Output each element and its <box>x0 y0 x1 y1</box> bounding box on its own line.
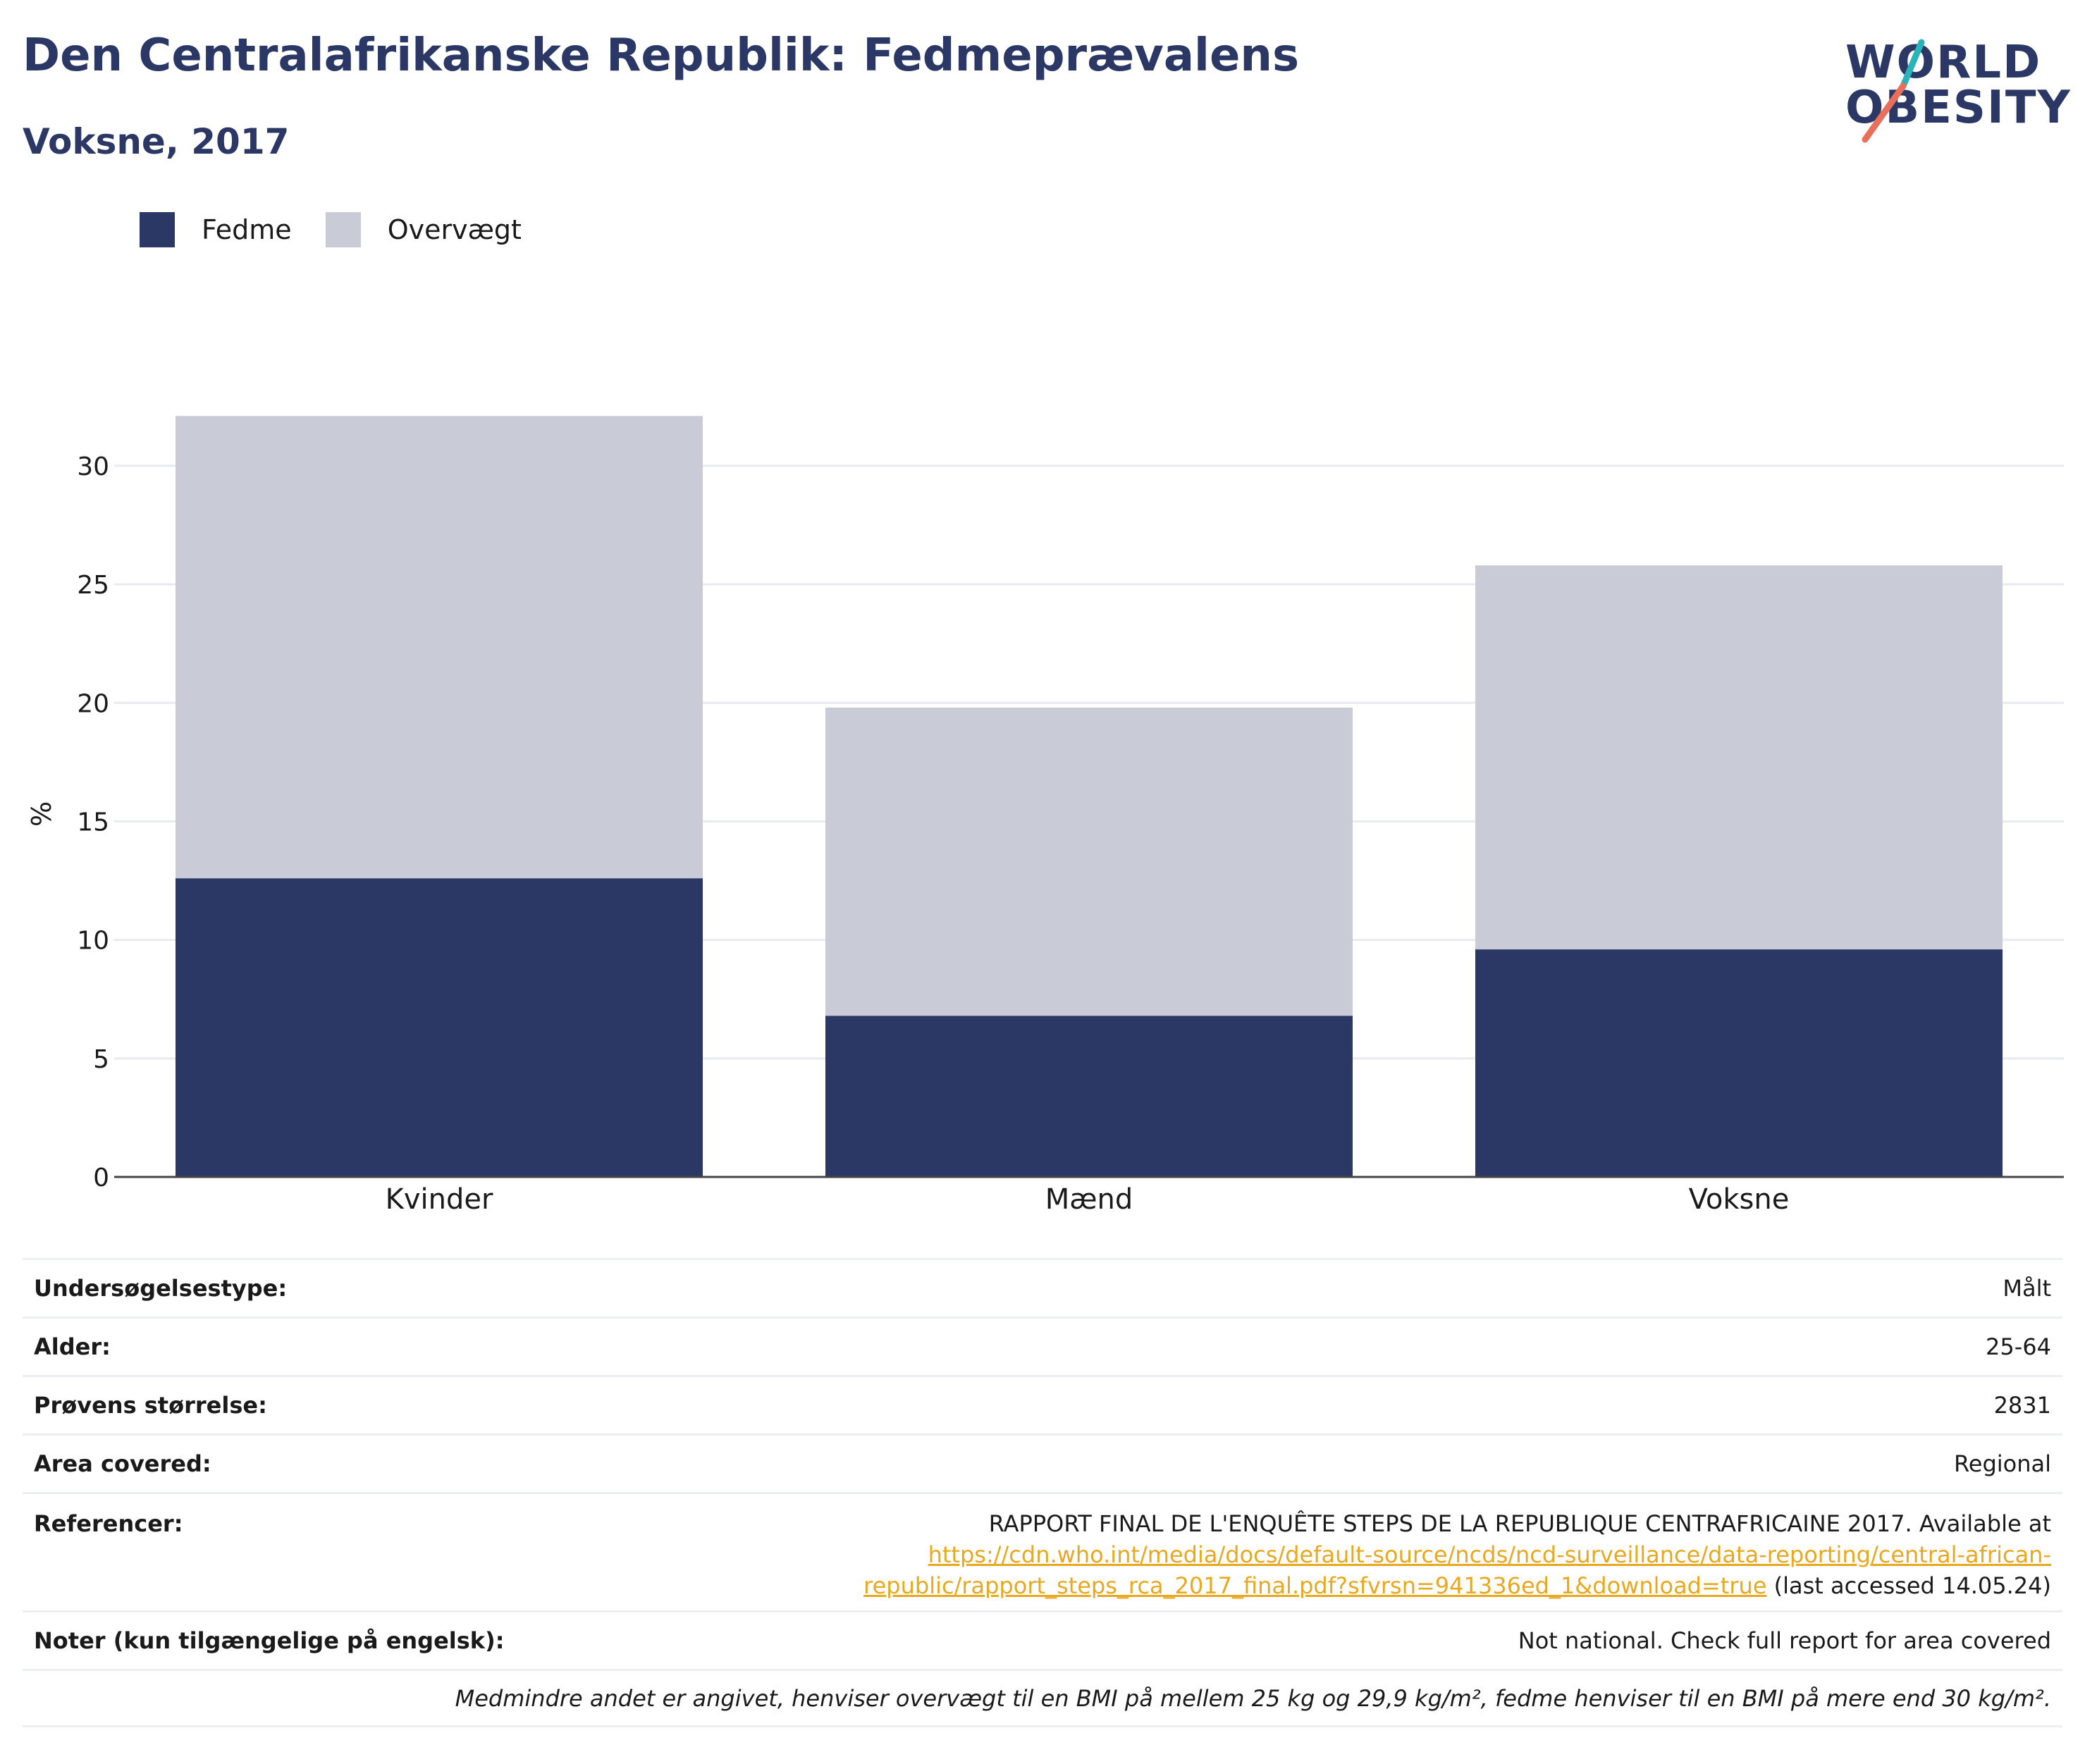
world-obesity-logo: WORLD OBESITY <box>1833 28 2072 155</box>
y-tick-label: 25 <box>77 571 109 600</box>
info-value: Not national. Check full report for area… <box>1518 1627 2051 1654</box>
info-row-notes: Noter (kun tilgængelige på engelsk): Not… <box>23 1610 2062 1669</box>
y-tick-label: 15 <box>77 808 109 837</box>
y-tick-label: 5 <box>93 1045 109 1074</box>
bar-fedme <box>176 878 703 1177</box>
chart-title: Den Centralafrikanske Republik: Fedmepræ… <box>23 30 1300 82</box>
reference-link-line-2[interactable]: republic/rapport_steps_rca_2017_final.pd… <box>863 1572 1767 1599</box>
info-row-references: Referencer: RAPPORT FINAL DE L'ENQUÊTE S… <box>23 1492 2062 1610</box>
chart-subtitle: Voksne, 2017 <box>23 121 290 162</box>
y-tick-label: 0 <box>93 1164 109 1192</box>
info-value: Målt <box>2003 1275 2051 1302</box>
legend-item-fedme[interactable]: Fedme <box>140 212 292 247</box>
reference-accessed: (last accessed 14.05.24) <box>1773 1572 2051 1599</box>
legend-label-overvaegt: Overvægt <box>387 214 522 245</box>
bar-fedme <box>1475 949 2003 1177</box>
info-value: 2831 <box>1993 1392 2051 1419</box>
legend-swatch-overvaegt <box>325 212 361 247</box>
info-value: 25-64 <box>1986 1333 2051 1360</box>
y-tick-label: 10 <box>77 927 109 956</box>
bar-overvaegt <box>825 708 1353 1016</box>
info-row-footnote: Medmindre andet er angivet, henviser ove… <box>23 1669 2062 1727</box>
reference-text: RAPPORT FINAL DE L'ENQUÊTE STEPS DE LA R… <box>988 1510 2051 1537</box>
info-label: Alder: <box>34 1333 111 1360</box>
info-value: Regional <box>1953 1450 2051 1477</box>
info-row-sample-size: Prøvens størrelse: 2831 <box>23 1375 2062 1433</box>
info-row-age: Alder: 25-64 <box>23 1316 2062 1375</box>
bar-overvaegt <box>1475 565 2003 950</box>
reference-link-line-1[interactable]: https://cdn.who.int/media/docs/default-s… <box>928 1541 2051 1568</box>
x-tick-label: Mænd <box>1045 1183 1133 1216</box>
x-tick-label: Voksne <box>1689 1183 1790 1216</box>
reference-text-block: RAPPORT FINAL DE L'ENQUÊTE STEPS DE LA R… <box>863 1508 2051 1601</box>
x-tick-label: Kvinder <box>386 1183 493 1216</box>
info-table: Undersøgelsestype: Målt Alder: 25-64 Prø… <box>23 1258 2062 1727</box>
bar-fedme <box>825 1016 1353 1177</box>
y-tick-label: 30 <box>77 452 109 481</box>
bar-chart: 0 5 10 15 20 25 30% Kvinder Mænd Voksne <box>26 416 2064 1216</box>
legend-swatch-fedme <box>140 212 175 247</box>
logo-slash-icon <box>1862 39 1925 143</box>
logo-line-1: WORLD <box>1845 37 2042 89</box>
info-label: Noter (kun tilgængelige på engelsk): <box>34 1627 505 1654</box>
y-axis-label: % <box>26 801 57 827</box>
footnote-text: Medmindre andet er angivet, henviser ove… <box>455 1684 2051 1712</box>
legend-label-fedme: Fedme <box>202 214 292 245</box>
info-label: Referencer: <box>34 1510 183 1537</box>
info-label: Area covered: <box>34 1450 211 1477</box>
logo-line-2: OBESITY <box>1845 82 2072 134</box>
info-row-area-covered: Area covered: Regional <box>23 1433 2062 1492</box>
bar-overvaegt <box>176 416 703 879</box>
legend-item-overvaegt[interactable]: Overvægt <box>325 212 522 247</box>
y-tick-label: 20 <box>77 689 109 718</box>
info-row-survey-type: Undersøgelsestype: Målt <box>23 1258 2062 1316</box>
info-label: Prøvens størrelse: <box>34 1392 267 1419</box>
info-label: Undersøgelsestype: <box>34 1275 288 1302</box>
chart-legend: Fedme Overvægt <box>140 209 555 251</box>
